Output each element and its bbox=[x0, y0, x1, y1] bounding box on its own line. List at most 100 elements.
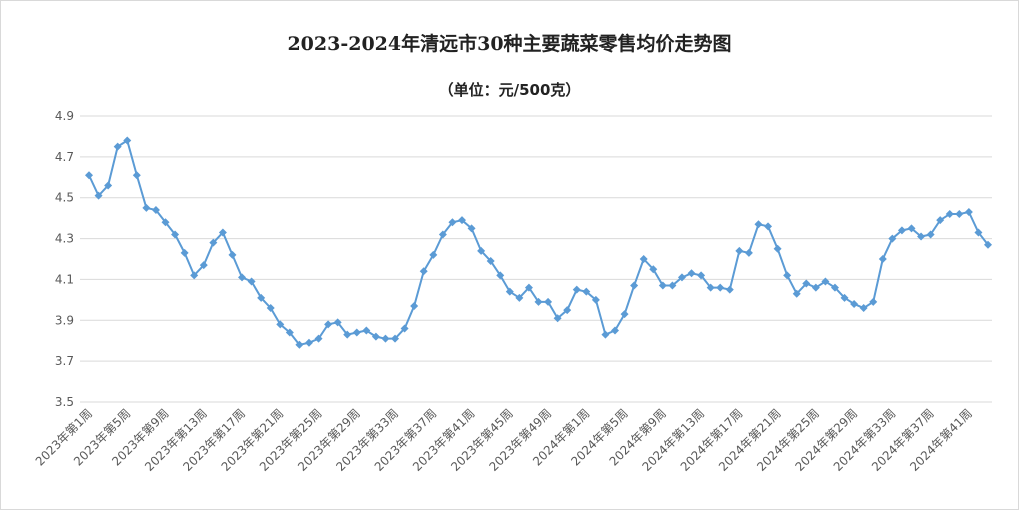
data-point-marker bbox=[505, 287, 514, 296]
data-point-marker bbox=[840, 293, 849, 302]
data-point-marker bbox=[764, 222, 773, 231]
data-point-marker bbox=[802, 279, 811, 288]
data-point-marker bbox=[563, 306, 572, 315]
data-point-marker bbox=[486, 257, 495, 266]
data-point-marker bbox=[391, 334, 400, 343]
data-point-marker bbox=[553, 314, 562, 323]
data-point-marker bbox=[773, 244, 782, 253]
data-point-marker bbox=[304, 338, 313, 347]
data-point-marker bbox=[171, 230, 180, 239]
data-point-marker bbox=[630, 281, 639, 290]
data-point-marker bbox=[276, 320, 285, 329]
data-point-marker bbox=[792, 289, 801, 298]
series-line bbox=[88, 139, 989, 346]
data-point-marker bbox=[658, 281, 667, 290]
data-point-marker bbox=[544, 297, 553, 306]
series-line-path bbox=[88, 139, 989, 346]
data-point-marker bbox=[706, 283, 715, 292]
data-point-marker bbox=[926, 230, 935, 239]
data-point-marker bbox=[333, 318, 342, 327]
data-point-marker bbox=[429, 250, 438, 259]
data-point-marker bbox=[572, 285, 581, 294]
data-point-marker bbox=[725, 285, 734, 294]
data-point-marker bbox=[897, 226, 906, 235]
data-point-marker bbox=[850, 299, 859, 308]
data-point-marker bbox=[324, 320, 333, 329]
y-tick-label: 3.7 bbox=[55, 354, 74, 368]
data-point-marker bbox=[955, 210, 964, 219]
data-point-marker bbox=[668, 281, 677, 290]
data-point-marker bbox=[113, 142, 122, 151]
data-point-marker bbox=[984, 240, 992, 249]
data-point-marker bbox=[467, 224, 476, 233]
x-axis-ticks: 2023年第1周2023年第5周2023年第9周2023年第13周2023年第1… bbox=[33, 406, 975, 474]
data-point-marker bbox=[754, 220, 763, 229]
data-point-marker bbox=[142, 203, 151, 212]
data-point-marker bbox=[343, 330, 352, 339]
data-point-marker bbox=[371, 332, 380, 341]
data-point-marker bbox=[190, 271, 199, 280]
gridlines bbox=[80, 115, 992, 403]
data-point-marker bbox=[400, 324, 409, 333]
data-point-marker bbox=[218, 228, 227, 237]
data-point-marker bbox=[936, 216, 945, 225]
data-point-marker bbox=[677, 273, 686, 282]
data-point-marker bbox=[410, 301, 419, 310]
data-point-marker bbox=[94, 191, 103, 200]
y-tick-label: 4.5 bbox=[55, 191, 74, 205]
chart-subtitle: （单位：元/500克） bbox=[438, 81, 581, 99]
data-point-marker bbox=[917, 232, 926, 241]
data-point-marker bbox=[238, 273, 247, 282]
data-point-marker bbox=[496, 271, 505, 280]
data-point-marker bbox=[744, 248, 753, 257]
data-point-marker bbox=[859, 304, 868, 313]
data-point-marker bbox=[247, 277, 256, 286]
y-tick-label: 4.9 bbox=[55, 109, 74, 123]
data-point-marker bbox=[524, 283, 533, 292]
y-axis-ticks: 3.5 3.7 3.9 4.1 4.3 4.5 4.7 4.9 bbox=[55, 109, 74, 409]
data-point-marker bbox=[457, 216, 466, 225]
data-point-marker bbox=[601, 330, 610, 339]
data-point-marker bbox=[582, 287, 591, 296]
data-point-marker bbox=[362, 326, 371, 335]
data-point-marker bbox=[448, 218, 457, 227]
data-point-marker bbox=[477, 246, 486, 255]
data-point-marker bbox=[716, 283, 725, 292]
data-point-marker bbox=[620, 310, 629, 319]
data-point-marker bbox=[132, 171, 141, 180]
data-point-marker bbox=[697, 271, 706, 280]
data-point-marker bbox=[314, 334, 323, 343]
data-point-marker bbox=[964, 208, 973, 217]
data-point-marker bbox=[209, 238, 218, 247]
data-point-marker bbox=[85, 171, 93, 180]
data-point-marker bbox=[199, 261, 208, 270]
data-point-marker bbox=[295, 340, 304, 349]
y-tick-label: 4.3 bbox=[55, 232, 74, 246]
data-point-marker bbox=[257, 293, 266, 302]
data-point-marker bbox=[266, 304, 275, 313]
series-markers bbox=[85, 136, 992, 349]
data-point-marker bbox=[830, 283, 839, 292]
data-point-marker bbox=[591, 295, 600, 304]
data-point-marker bbox=[419, 267, 428, 276]
data-point-marker bbox=[534, 297, 543, 306]
data-point-marker bbox=[649, 265, 658, 274]
y-tick-label: 3.9 bbox=[55, 313, 74, 327]
data-point-marker bbox=[639, 255, 648, 263]
data-point-marker bbox=[438, 230, 447, 239]
data-point-marker bbox=[888, 234, 897, 243]
y-tick-label: 4.7 bbox=[55, 150, 74, 164]
data-point-marker bbox=[783, 271, 792, 280]
data-point-marker bbox=[687, 269, 696, 278]
data-point-marker bbox=[515, 293, 524, 302]
data-point-marker bbox=[974, 228, 983, 237]
data-point-marker bbox=[869, 297, 878, 306]
data-point-marker bbox=[104, 181, 113, 190]
data-point-marker bbox=[821, 277, 830, 286]
data-point-marker bbox=[907, 224, 916, 233]
y-tick-label: 3.5 bbox=[55, 395, 74, 409]
data-point-marker bbox=[228, 250, 237, 259]
data-point-marker bbox=[945, 210, 954, 219]
